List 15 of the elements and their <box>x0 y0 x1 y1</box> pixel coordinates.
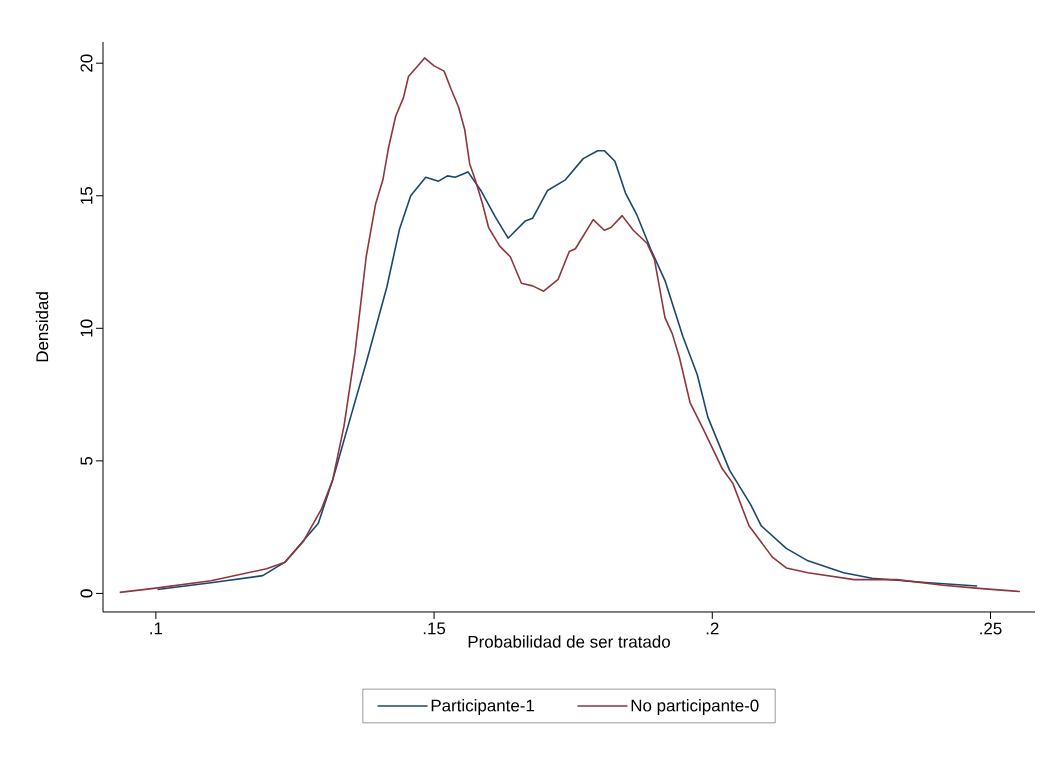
line-series <box>118 57 1021 594</box>
y-tick-label: 5 <box>80 456 93 465</box>
x-tick-label: .2 <box>706 622 719 635</box>
legend-label: No participante-0 <box>631 699 759 715</box>
y-tick-label: 0 <box>80 589 93 598</box>
x-tick-label: .1 <box>150 622 163 635</box>
y-tick-label: 20 <box>80 54 93 72</box>
y-tick-label: 15 <box>80 187 93 204</box>
y-axis-title: Densidad <box>35 292 49 362</box>
legend-label: Participante-1 <box>431 699 535 715</box>
x-tick-label: .25 <box>980 622 1002 635</box>
y-tick-label: 10 <box>80 319 93 337</box>
line-series <box>156 149 978 591</box>
x-tick-label: .15 <box>423 622 446 635</box>
x-axis-title: Probabilidad de ser tratado <box>468 635 670 648</box>
